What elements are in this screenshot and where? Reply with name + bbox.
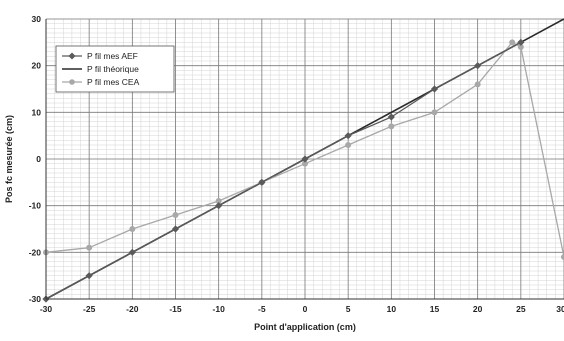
x-axis-title: Point d'application (cm) (254, 322, 356, 332)
x-tick-label: 30 (556, 304, 564, 314)
x-tick-label: -10 (213, 304, 226, 314)
x-tick-label: -30 (40, 304, 53, 314)
x-tick-label: -20 (126, 304, 139, 314)
data-point-aef (215, 202, 223, 210)
series-layer (42, 18, 564, 303)
y-tick-labels: -30 -20 -10 0 10 20 30 (29, 14, 42, 304)
y-tick-label: 0 (36, 154, 41, 164)
data-point-aef (258, 178, 266, 186)
data-point-cea (388, 123, 395, 130)
data-point-cea (431, 109, 438, 116)
legend-label-theorique: P fil théorique (87, 64, 139, 74)
x-tick-label: 15 (430, 304, 440, 314)
data-point-aef (344, 132, 352, 140)
y-tick-label: -20 (29, 247, 42, 257)
x-tick-label: 5 (346, 304, 351, 314)
x-tick-label: -5 (258, 304, 266, 314)
legend-marker-cea (69, 79, 75, 85)
x-tick-label: -15 (169, 304, 182, 314)
x-tick-label: 0 (303, 304, 308, 314)
y-tick-label: -10 (29, 201, 42, 211)
legend-marker-aef (68, 52, 76, 60)
x-tick-label: 10 (387, 304, 397, 314)
data-point-cea (345, 142, 352, 148)
data-point-aef (474, 62, 482, 70)
y-tick-label: 10 (32, 107, 42, 117)
axes-layer (45, 19, 564, 300)
data-point-cea (302, 160, 308, 167)
data-point-cea (509, 39, 516, 46)
y-tick-label: 20 (32, 61, 42, 71)
data-point-aef (517, 38, 525, 46)
legend-label-cea: P fil mes CEA (87, 77, 140, 87)
x-tick-labels: -30 -25 -20 -15 -10 -5 0 5 10 15 20 25 30 (40, 304, 564, 314)
y-axis-title: Pos fc mesurée (cm) (4, 115, 14, 203)
data-point-aef (85, 272, 93, 280)
series-line-cea (45, 41, 564, 258)
x-tick-label: -25 (83, 304, 96, 314)
legend-label-aef: P fil mes AEF (87, 51, 138, 61)
y-tick-label: 30 (32, 14, 42, 24)
data-point-cea (215, 198, 222, 204)
data-point-aef (301, 155, 309, 163)
data-point-cea (474, 81, 481, 88)
legend: P fil mes AEF P fil théorique P fil mes … (55, 45, 175, 93)
major-grid (45, 18, 564, 300)
data-point-cea (561, 254, 564, 260)
data-point-aef (387, 113, 395, 121)
data-point-aef (171, 225, 180, 233)
y-tick-label: -30 (29, 294, 42, 304)
data-point-aef (128, 248, 136, 256)
x-tick-label: 20 (473, 304, 483, 314)
data-point-cea (86, 244, 93, 251)
series-line-aef (45, 41, 522, 300)
x-tick-label: 25 (516, 304, 526, 314)
data-point-cea (517, 44, 524, 50)
data-point-cea (172, 212, 179, 218)
data-point-cea (129, 226, 136, 232)
data-point-aef (430, 85, 439, 93)
